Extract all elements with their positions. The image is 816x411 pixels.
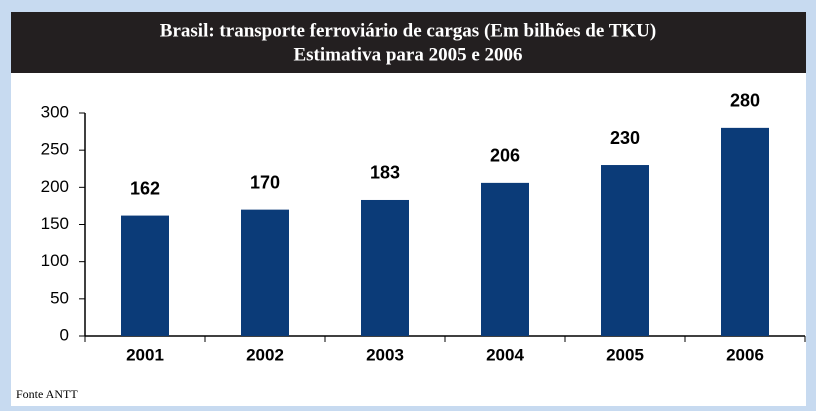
y-tick-label: 150 [41, 214, 69, 233]
chart-title: Brasil: transporte ferroviário de cargas… [160, 20, 656, 41]
x-tick-label: 2003 [366, 345, 404, 364]
bar [361, 199, 409, 336]
y-tick-label: 200 [41, 177, 69, 196]
y-tick-label: 100 [41, 251, 69, 270]
bar [721, 127, 769, 336]
bar [481, 182, 529, 336]
y-tick-label: 300 [41, 102, 69, 121]
data-label: 183 [370, 163, 400, 183]
x-tick-label: 2002 [246, 345, 284, 364]
bar [601, 165, 649, 336]
bar [241, 209, 289, 336]
y-tick-label: 250 [41, 140, 69, 159]
x-tick-label: 2004 [486, 345, 524, 364]
x-tick-label: 2005 [606, 345, 644, 364]
header [11, 12, 806, 73]
y-tick-label: 50 [50, 288, 69, 307]
bar [121, 215, 169, 336]
data-label: 170 [250, 172, 280, 192]
data-label: 230 [610, 128, 640, 148]
x-tick-label: 2001 [126, 345, 164, 364]
x-tick-label: 2006 [726, 345, 764, 364]
source: Fonte ANTT [16, 387, 78, 401]
data-label: 162 [130, 178, 160, 198]
y-tick-label: 0 [60, 325, 69, 344]
data-label: 206 [490, 146, 520, 166]
data-label: 280 [730, 91, 760, 111]
chart-subtitle: Estimativa para 2005 e 2006 [293, 44, 522, 65]
